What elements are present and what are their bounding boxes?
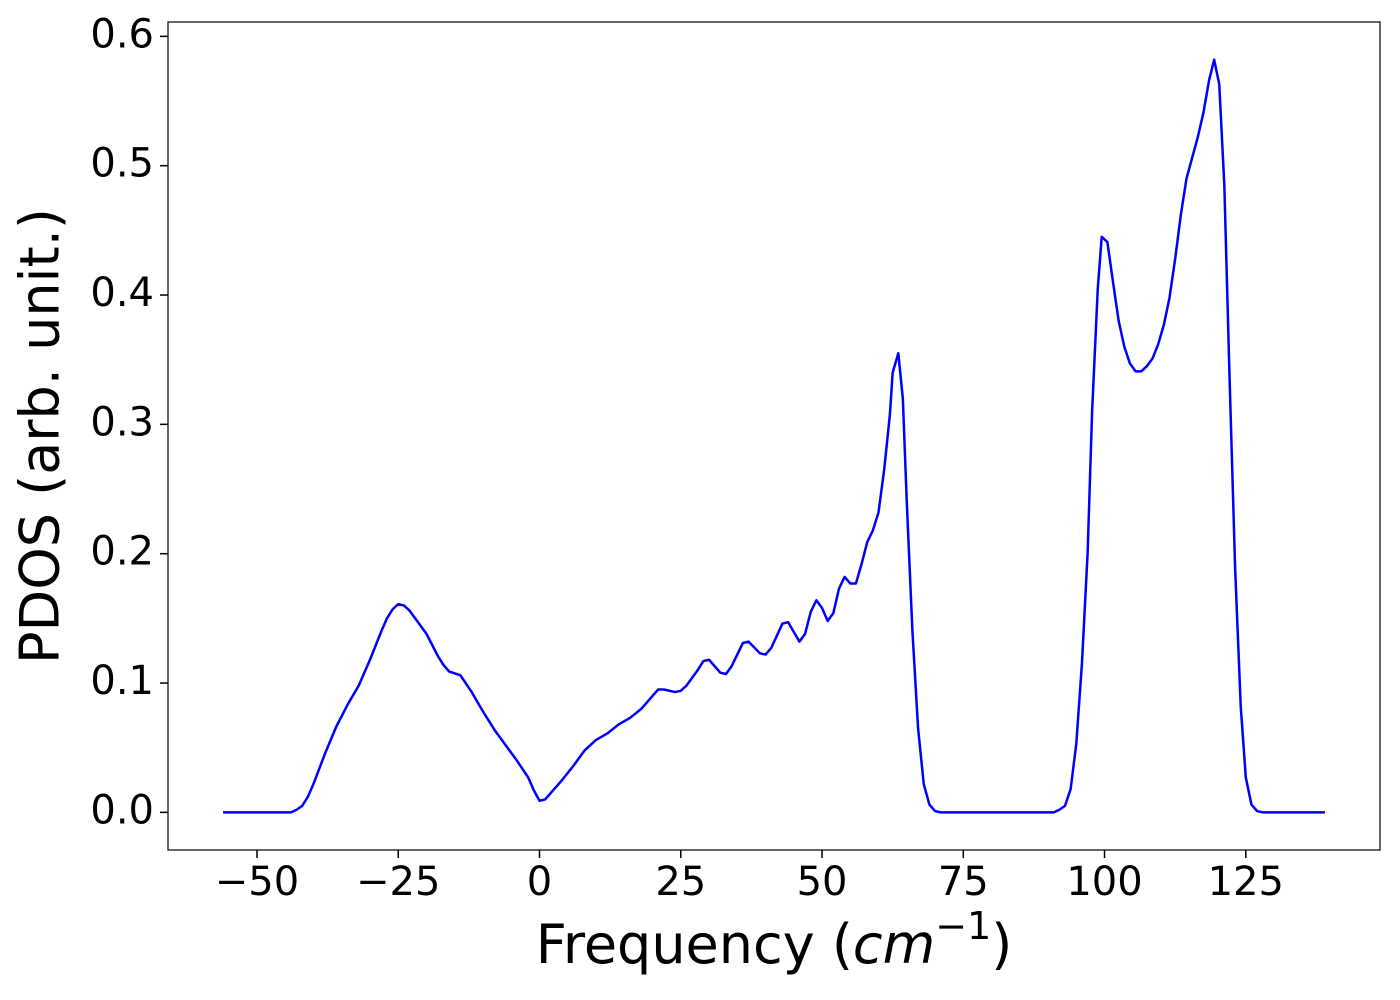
x-tick-label: −25 <box>356 859 440 905</box>
x-tick-label: −50 <box>215 859 299 905</box>
x-label-close: ) <box>991 913 1012 976</box>
y-tick-label: 0.6 <box>90 11 154 57</box>
y-tick-label: 0.5 <box>90 141 154 187</box>
x-tick-label: 100 <box>1066 859 1142 905</box>
y-axis-label: PDOS (arb. unit.) <box>9 208 72 664</box>
x-tick-label: 25 <box>655 859 706 905</box>
y-tick-label: 0.4 <box>90 270 154 316</box>
plot-frame <box>167 21 1381 851</box>
x-tick-label: 50 <box>797 859 848 905</box>
y-tick-label: 0.2 <box>90 529 154 575</box>
line-series <box>223 58 1325 814</box>
x-tick-label: 0 <box>527 859 552 905</box>
x-label-unit: cm <box>853 913 935 976</box>
x-axis-label: Frequency (cm−1) <box>536 904 1013 976</box>
y-tick-label: 0.3 <box>90 399 154 445</box>
y-tick-label: 0.1 <box>90 658 154 704</box>
x-tick-label: 75 <box>938 859 989 905</box>
x-tick-label: 125 <box>1208 859 1284 905</box>
x-label-exponent: −1 <box>935 904 991 948</box>
y-tick-label: 0.0 <box>90 787 154 833</box>
x-label-text: Frequency ( <box>536 913 853 976</box>
